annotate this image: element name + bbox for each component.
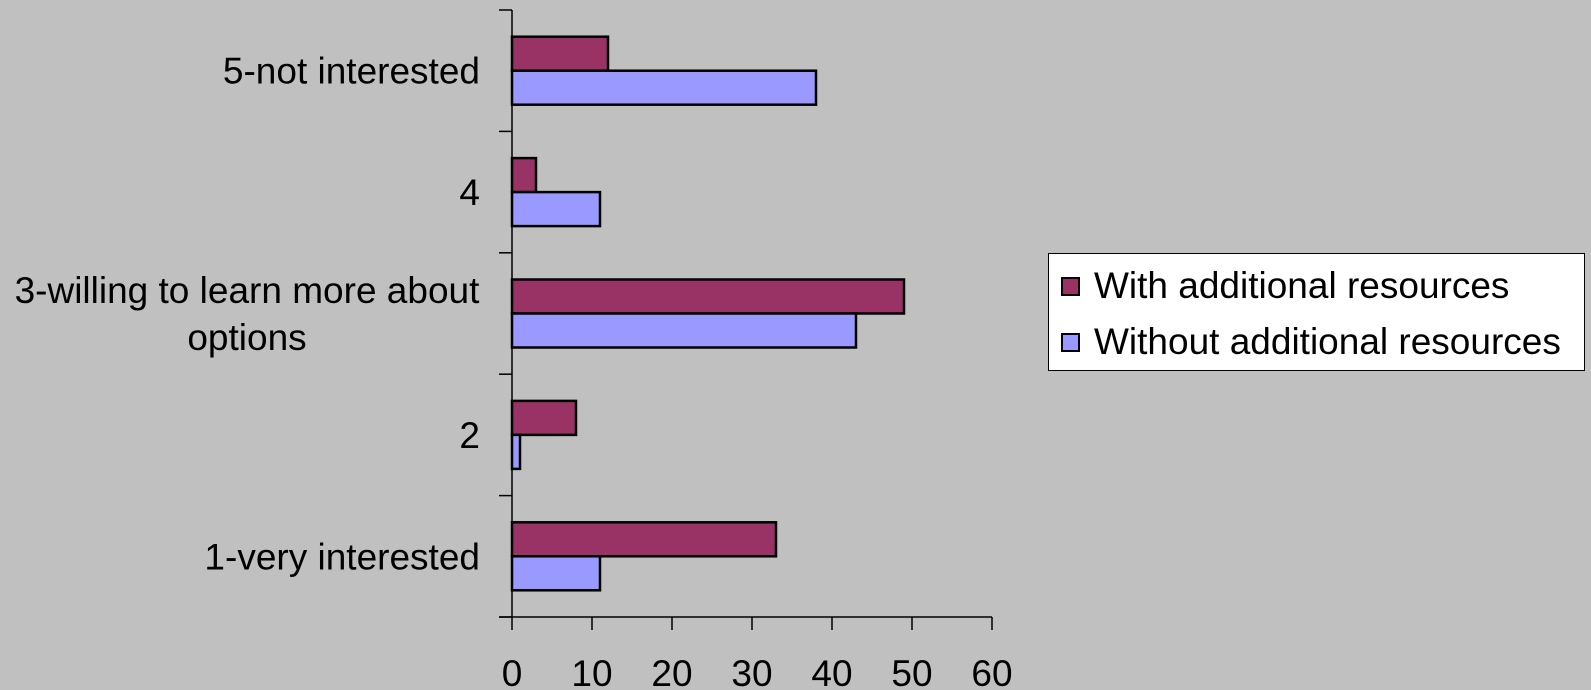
x-tick-label-60: 60 [971, 653, 1012, 690]
y-tick-label-0: 1-very interested [204, 536, 480, 577]
x-tick-label-30: 30 [731, 653, 772, 690]
legend-swatch-without-resources [1061, 332, 1080, 352]
bar-without-resources-0 [510, 555, 602, 592]
legend: With additional resources Without additi… [1048, 253, 1585, 371]
bar-with-resources-0 [510, 521, 778, 558]
y-tick-label-1: 2 [459, 415, 480, 456]
y-tick-label-2: 3-willing to learn more about options [15, 270, 481, 358]
bar-without-resources-3 [510, 190, 602, 228]
x-tick-label-10: 10 [571, 653, 612, 690]
legend-item-without-resources: Without additional resources [1061, 320, 1561, 364]
x-tick-label-40: 40 [811, 653, 852, 690]
bar-without-resources-2 [510, 312, 858, 349]
legend-item-with-resources: With additional resources [1061, 264, 1509, 308]
bar-with-resources-2 [510, 278, 906, 315]
bars-layer [510, 35, 906, 592]
x-tick-label-0: 0 [502, 653, 523, 690]
y-tick-label-3: 4 [459, 172, 480, 213]
x-tick-label-20: 20 [651, 653, 692, 690]
bar-with-resources-3 [510, 156, 538, 194]
x-tick-label-50: 50 [891, 653, 932, 690]
bar-with-resources-1 [510, 399, 578, 437]
y-tick-label-4: 5-not interested [223, 51, 480, 92]
bar-without-resources-1 [510, 433, 522, 471]
legend-label-with-resources: With additional resources [1094, 265, 1510, 306]
bar-without-resources-4 [510, 69, 818, 106]
bar-with-resources-4 [510, 35, 610, 72]
legend-swatch-with-resources [1061, 276, 1080, 296]
axes-layer [499, 9, 993, 630]
labels-layer: 1-very interested 2 3-willing to learn mor… [15, 51, 1013, 690]
legend-label-without-resources: Without additional resources [1094, 321, 1561, 362]
